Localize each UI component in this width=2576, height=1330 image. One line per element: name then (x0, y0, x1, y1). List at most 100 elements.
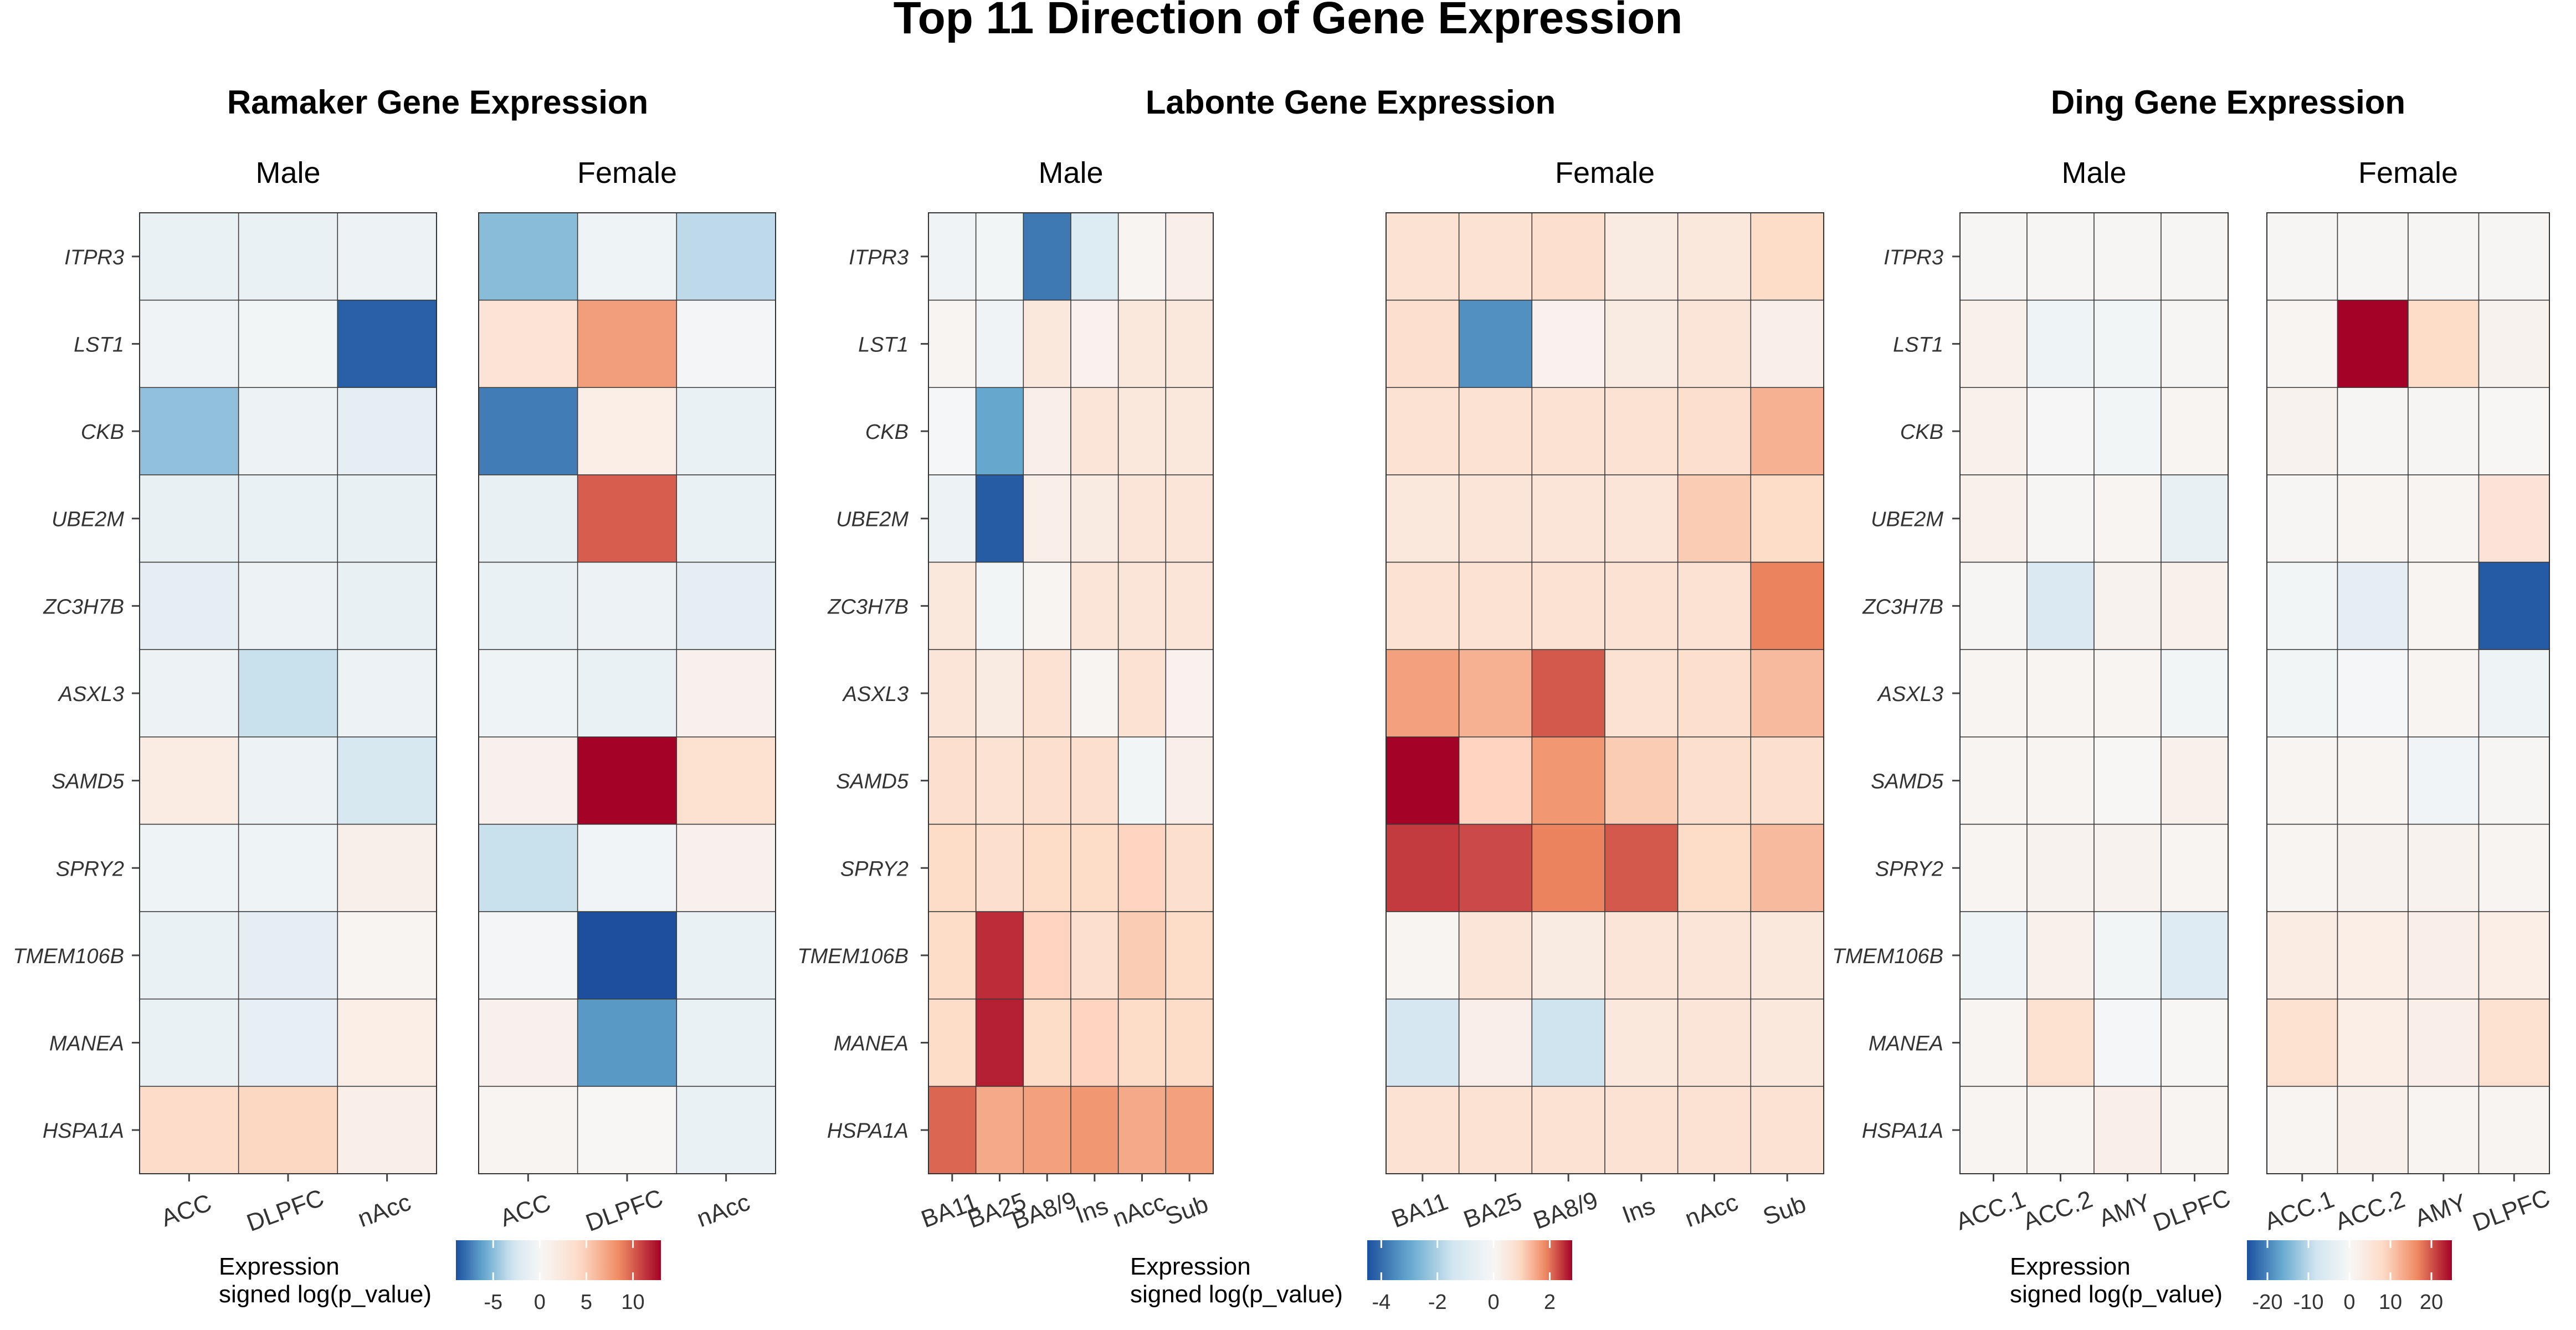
gene-label: HSPA1A (1862, 1119, 1943, 1143)
legend-colorbar (456, 1240, 661, 1280)
heatmap-cell (2161, 911, 2229, 1000)
heatmap-cell (2161, 561, 2229, 650)
heatmap-cell (975, 911, 1024, 1000)
heatmap-cell (2026, 561, 2095, 650)
heatmap-cell (1959, 911, 2028, 1000)
heatmap-cell (1750, 474, 1824, 563)
heatmap-cell (2408, 212, 2480, 301)
heatmap-cell (238, 474, 338, 563)
heatmap-cell (1604, 387, 1679, 475)
heatmap-cell (1386, 212, 1460, 301)
heatmap-cell (2026, 212, 2095, 301)
heatmap-cell (337, 387, 437, 475)
heatmap-cell (337, 212, 437, 301)
column-label: AMY (2411, 1189, 2470, 1232)
gene-label: LST1 (74, 333, 124, 356)
heatmap-cell (1604, 212, 1679, 301)
gene-label: ZC3H7B (43, 595, 124, 618)
heatmap-cell (2266, 1086, 2338, 1174)
gene-label: CKB (1900, 421, 1943, 444)
heatmap-cell (2478, 998, 2550, 1087)
heatmap-cell (2266, 823, 2338, 912)
heatmap-cell (139, 823, 239, 912)
heatmap-cell (1386, 299, 1460, 388)
heatmap-cell (1677, 649, 1752, 738)
heatmap-cell (1023, 474, 1071, 563)
heatmap-cell (478, 911, 578, 1000)
heatmap-cell (1750, 299, 1824, 388)
legend-tick-label: -2 (1428, 1291, 1447, 1314)
legend-tick-label: 5 (581, 1291, 592, 1314)
legend-tick-label: 0 (2343, 1291, 2355, 1314)
gene-label: CKB (865, 421, 909, 444)
heatmap-cell (1458, 299, 1533, 388)
gene-label: ITPR3 (849, 246, 909, 269)
heatmap-cell (238, 1086, 338, 1174)
heatmap-cell (1070, 561, 1119, 650)
gene-label: TMEM106B (797, 945, 909, 968)
heatmap-cell (2093, 998, 2162, 1087)
heatmap-cell (2093, 823, 2162, 912)
legend-tick-label: 2 (1544, 1291, 1556, 1314)
gene-label: UBE2M (1871, 508, 1943, 531)
dataset-group: Ramaker Gene Expression ITPR3 LST1 CKB UBE2M… (13, 84, 776, 1314)
heatmap-cell (2478, 561, 2550, 650)
panel-border (928, 212, 1214, 1174)
panel-title: Male (2061, 156, 2126, 190)
heatmap-cell (676, 474, 776, 563)
heatmap-cell (1750, 998, 1824, 1087)
heatmap-cell (238, 299, 338, 388)
heatmap-cell (1458, 212, 1533, 301)
heatmap-cell (478, 736, 578, 825)
heatmap-cell (2026, 998, 2095, 1087)
heatmap-cell (1531, 212, 1605, 301)
gene-label: LST1 (1893, 333, 1943, 356)
heatmap-cell (2266, 561, 2338, 650)
heatmap-cell (1070, 998, 1119, 1087)
legend-title: Expression (2010, 1253, 2131, 1280)
column-label: BA25 (1460, 1188, 1526, 1234)
dataset-title: Ding Gene Expression (2051, 84, 2405, 121)
heatmap-cell (478, 823, 578, 912)
heatmap-cell (2026, 823, 2095, 912)
heatmap-cell (928, 387, 977, 475)
gene-label: SAMD5 (836, 770, 909, 794)
column-label: nAcc (354, 1189, 414, 1233)
heatmap-cell (676, 736, 776, 825)
heatmap-cell (1677, 212, 1752, 301)
heatmap-cell (1750, 649, 1824, 738)
heatmap-cell (139, 998, 239, 1087)
legend-title: Expression (219, 1253, 340, 1280)
heatmap-cell (2408, 911, 2480, 1000)
heatmap-cell (238, 561, 338, 650)
heatmap-cell (478, 299, 578, 388)
heatmap-cell (1117, 474, 1167, 563)
heatmap-cell (2161, 299, 2229, 388)
heatmap-cell (478, 998, 578, 1087)
legend-tick-label: -5 (484, 1291, 502, 1314)
gene-label: ASXL3 (842, 683, 909, 706)
heatmap-cell (2408, 649, 2480, 738)
column-label: BA11 (1388, 1188, 1451, 1234)
heatmap-cell (1458, 998, 1533, 1087)
heatmap-cell (676, 911, 776, 1000)
heatmap-cell (2161, 387, 2229, 475)
heatmap-cell (577, 561, 678, 650)
column-label: nAcc (1109, 1189, 1169, 1233)
heatmap-cell (676, 1086, 776, 1174)
column-label: ACC (157, 1189, 215, 1232)
heatmap-cell (2266, 736, 2338, 825)
heatmap-cell (1677, 823, 1752, 912)
heatmap-cell (478, 649, 578, 738)
heatmap-cell (975, 561, 1024, 650)
heatmap-cell (478, 212, 578, 301)
heatmap-cell (1531, 1086, 1605, 1174)
heatmap-cell (1531, 736, 1605, 825)
gene-label: TMEM106B (13, 945, 124, 968)
heatmap-cell (337, 561, 437, 650)
gene-label: SPRY2 (56, 857, 124, 881)
heatmap-cell (139, 474, 239, 563)
heatmap-cell (1677, 474, 1752, 563)
column-label: AMY (2095, 1189, 2154, 1232)
heatmap-cell (1386, 736, 1460, 825)
